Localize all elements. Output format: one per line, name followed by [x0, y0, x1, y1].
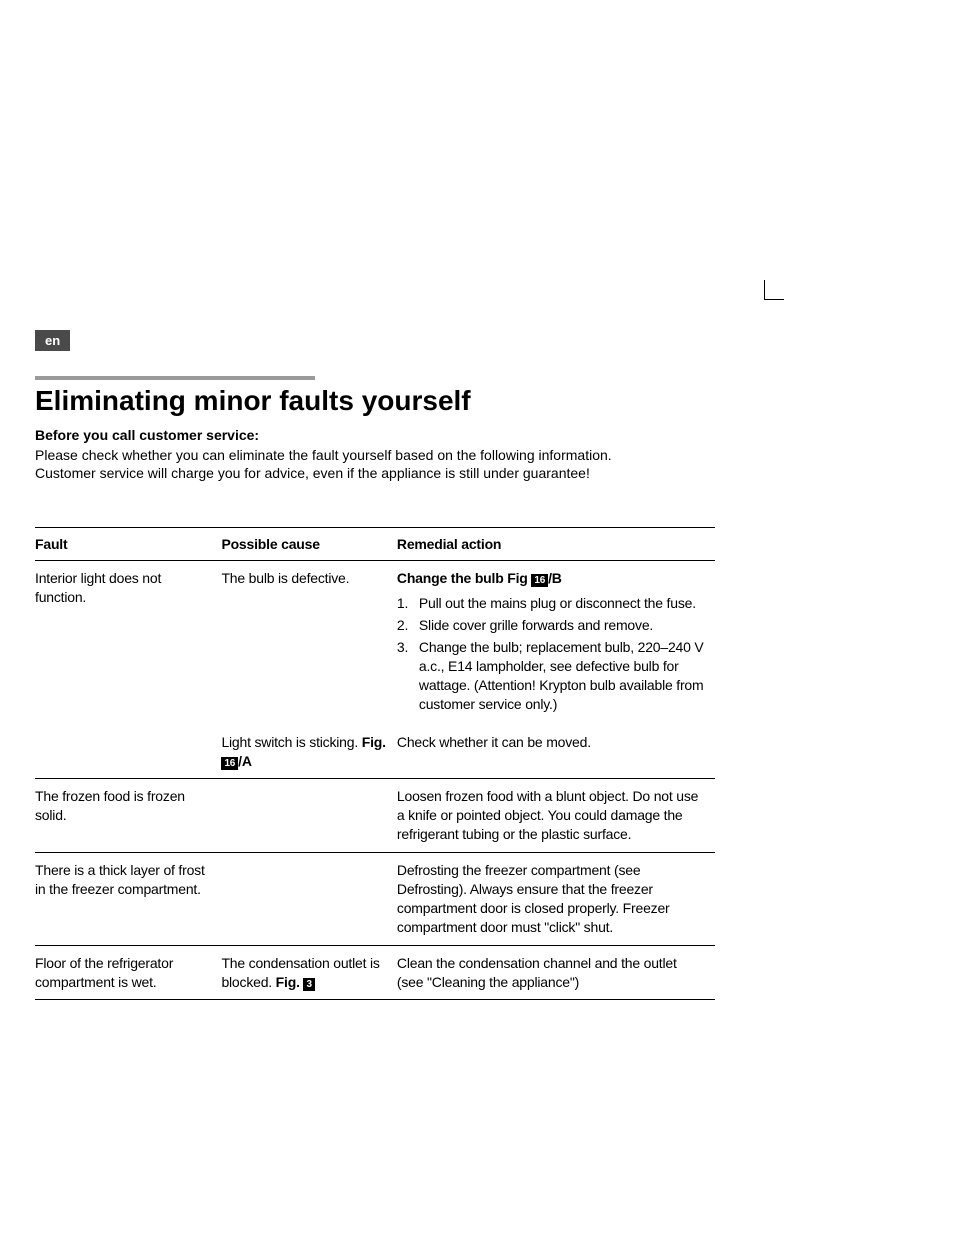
cause-fig-label: Fig. [276, 974, 304, 990]
step-text: Slide cover grille forwards and remove. [419, 616, 705, 635]
figure-badge: 16 [531, 574, 548, 587]
step-text: Pull out the mains plug or disconnect th… [419, 594, 705, 613]
step-text: Change the bulb; replacement bulb, 220–2… [419, 638, 705, 714]
action-cell: Loosen frozen food with a blunt object. … [397, 779, 715, 853]
figure-badge: 16 [221, 757, 238, 770]
steps-list: 1.Pull out the mains plug or disconnect … [397, 594, 705, 713]
step-item: 2.Slide cover grille forwards and remove… [397, 616, 705, 635]
page-title: Eliminating minor faults yourself [35, 385, 715, 417]
table-row: Interior light does not function. The bu… [35, 561, 715, 725]
action-cell: Change the bulb Fig 16/B 1.Pull out the … [397, 561, 715, 725]
table-row: There is a thick layer of frost in the f… [35, 853, 715, 946]
figure-badge: 3 [303, 978, 314, 991]
intro-paragraph-1: Please check whether you can eliminate t… [35, 446, 715, 464]
cause-fig-label: Fig. [362, 734, 386, 750]
cause-fig-suffix: /A [238, 753, 252, 769]
step-item: 1.Pull out the mains plug or disconnect … [397, 594, 705, 613]
language-badge: en [35, 330, 70, 351]
action-title-post: /B [548, 570, 562, 586]
fault-cell: Floor of the refrigerator compartment is… [35, 945, 221, 1000]
fault-cell: There is a thick layer of frost in the f… [35, 853, 221, 946]
cause-cell: The condensation outlet is blocked. Fig.… [221, 945, 396, 1000]
cause-cell: Light switch is sticking. Fig. 16/A [221, 725, 396, 779]
crop-mark [764, 280, 784, 300]
table-header-row: Fault Possible cause Remedial action [35, 528, 715, 561]
action-title: Change the bulb Fig 16/B [397, 570, 562, 586]
step-number: 1. [397, 594, 419, 613]
cause-cell [221, 779, 396, 853]
header-action: Remedial action [397, 528, 715, 561]
action-cell: Clean the condensation channel and the o… [397, 945, 715, 1000]
fault-cell: Interior light does not function. [35, 561, 221, 779]
heading-accent-bar [35, 376, 315, 380]
action-title-pre: Change the bulb Fig [397, 570, 531, 586]
header-cause: Possible cause [221, 528, 396, 561]
fault-cell: The frozen food is frozen solid. [35, 779, 221, 853]
table-row: Floor of the refrigerator compartment is… [35, 945, 715, 1000]
action-cell: Defrosting the freezer compartment (see … [397, 853, 715, 946]
header-fault: Fault [35, 528, 221, 561]
intro-subheading: Before you call customer service: [35, 427, 715, 443]
page-content: en Eliminating minor faults yourself Bef… [35, 330, 715, 1000]
action-cell: Check whether it can be moved. [397, 725, 715, 779]
step-item: 3.Change the bulb; replacement bulb, 220… [397, 638, 705, 714]
cause-text: Light switch is sticking. [221, 734, 361, 750]
step-number: 2. [397, 616, 419, 635]
fault-table: Fault Possible cause Remedial action Int… [35, 527, 715, 1000]
cause-cell: The bulb is defective. [221, 561, 396, 725]
cause-cell [221, 853, 396, 946]
table-row: The frozen food is frozen solid. Loosen … [35, 779, 715, 853]
step-number: 3. [397, 638, 419, 714]
intro-paragraph-2: Customer service will charge you for adv… [35, 464, 715, 482]
